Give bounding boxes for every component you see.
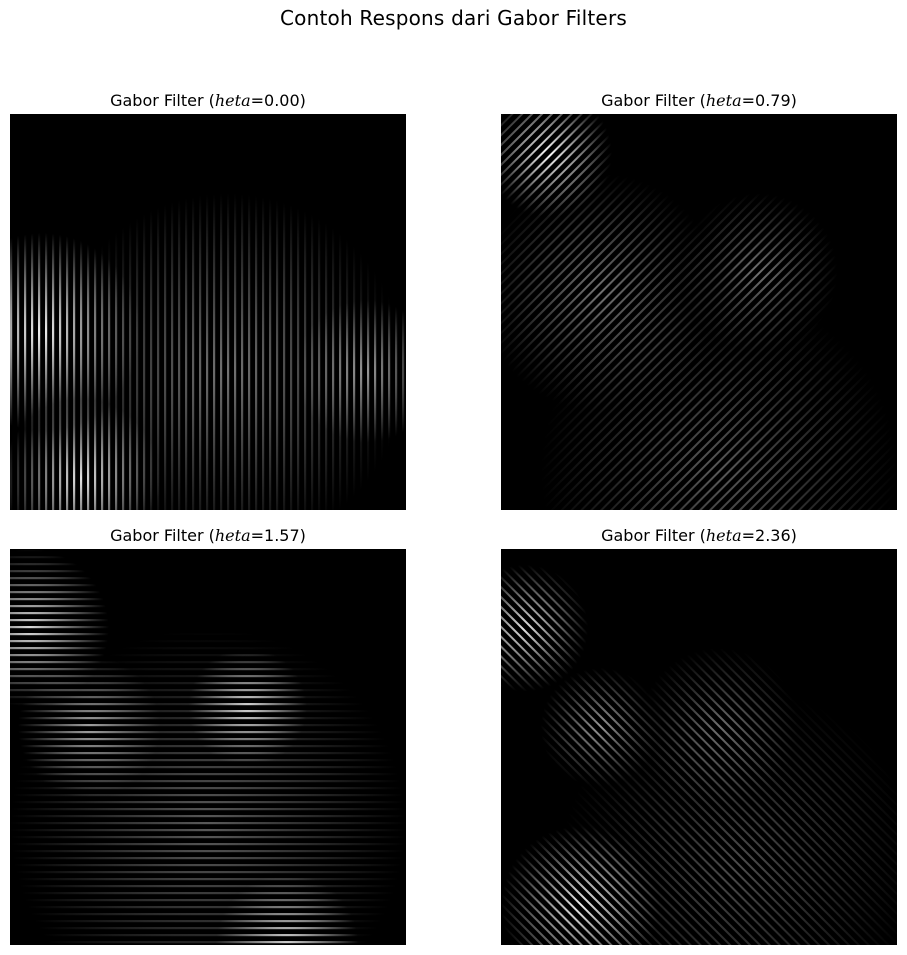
title-symbol: heta bbox=[705, 526, 742, 545]
response-texture bbox=[501, 114, 897, 510]
panel-title: Gabor Filter (heta=1.57) bbox=[10, 523, 406, 549]
title-prefix: Gabor Filter ( bbox=[110, 526, 215, 545]
title-suffix: =2.36) bbox=[741, 526, 797, 545]
title-symbol: heta bbox=[705, 91, 742, 110]
title-prefix: Gabor Filter ( bbox=[110, 91, 215, 110]
gabor-panel-theta-0-79: Gabor Filter (heta=0.79) bbox=[501, 88, 897, 510]
panel-title: Gabor Filter (heta=0.79) bbox=[501, 88, 897, 114]
title-prefix: Gabor Filter ( bbox=[601, 91, 706, 110]
panel-title: Gabor Filter (heta=0.00) bbox=[10, 88, 406, 114]
gabor-response-image bbox=[10, 549, 406, 945]
gabor-response-image bbox=[10, 114, 406, 510]
title-suffix: =0.00) bbox=[250, 91, 306, 110]
title-symbol: heta bbox=[214, 91, 251, 110]
title-suffix: =1.57) bbox=[250, 526, 306, 545]
gabor-panel-theta-1-57: Gabor Filter (heta=1.57) bbox=[10, 523, 406, 945]
response-texture bbox=[501, 549, 897, 945]
title-symbol: heta bbox=[214, 526, 251, 545]
gabor-panel-theta-0: Gabor Filter (heta=0.00) bbox=[10, 88, 406, 510]
response-texture bbox=[10, 549, 406, 945]
gabor-panel-theta-2-36: Gabor Filter (heta=2.36) bbox=[501, 523, 897, 945]
response-texture bbox=[10, 114, 406, 510]
gabor-response-image bbox=[501, 549, 897, 945]
title-suffix: =0.79) bbox=[741, 91, 797, 110]
panel-title: Gabor Filter (heta=2.36) bbox=[501, 523, 897, 549]
figure-title: Contoh Respons dari Gabor Filters bbox=[279, 6, 627, 30]
gabor-response-image bbox=[501, 114, 897, 510]
title-prefix: Gabor Filter ( bbox=[601, 526, 706, 545]
